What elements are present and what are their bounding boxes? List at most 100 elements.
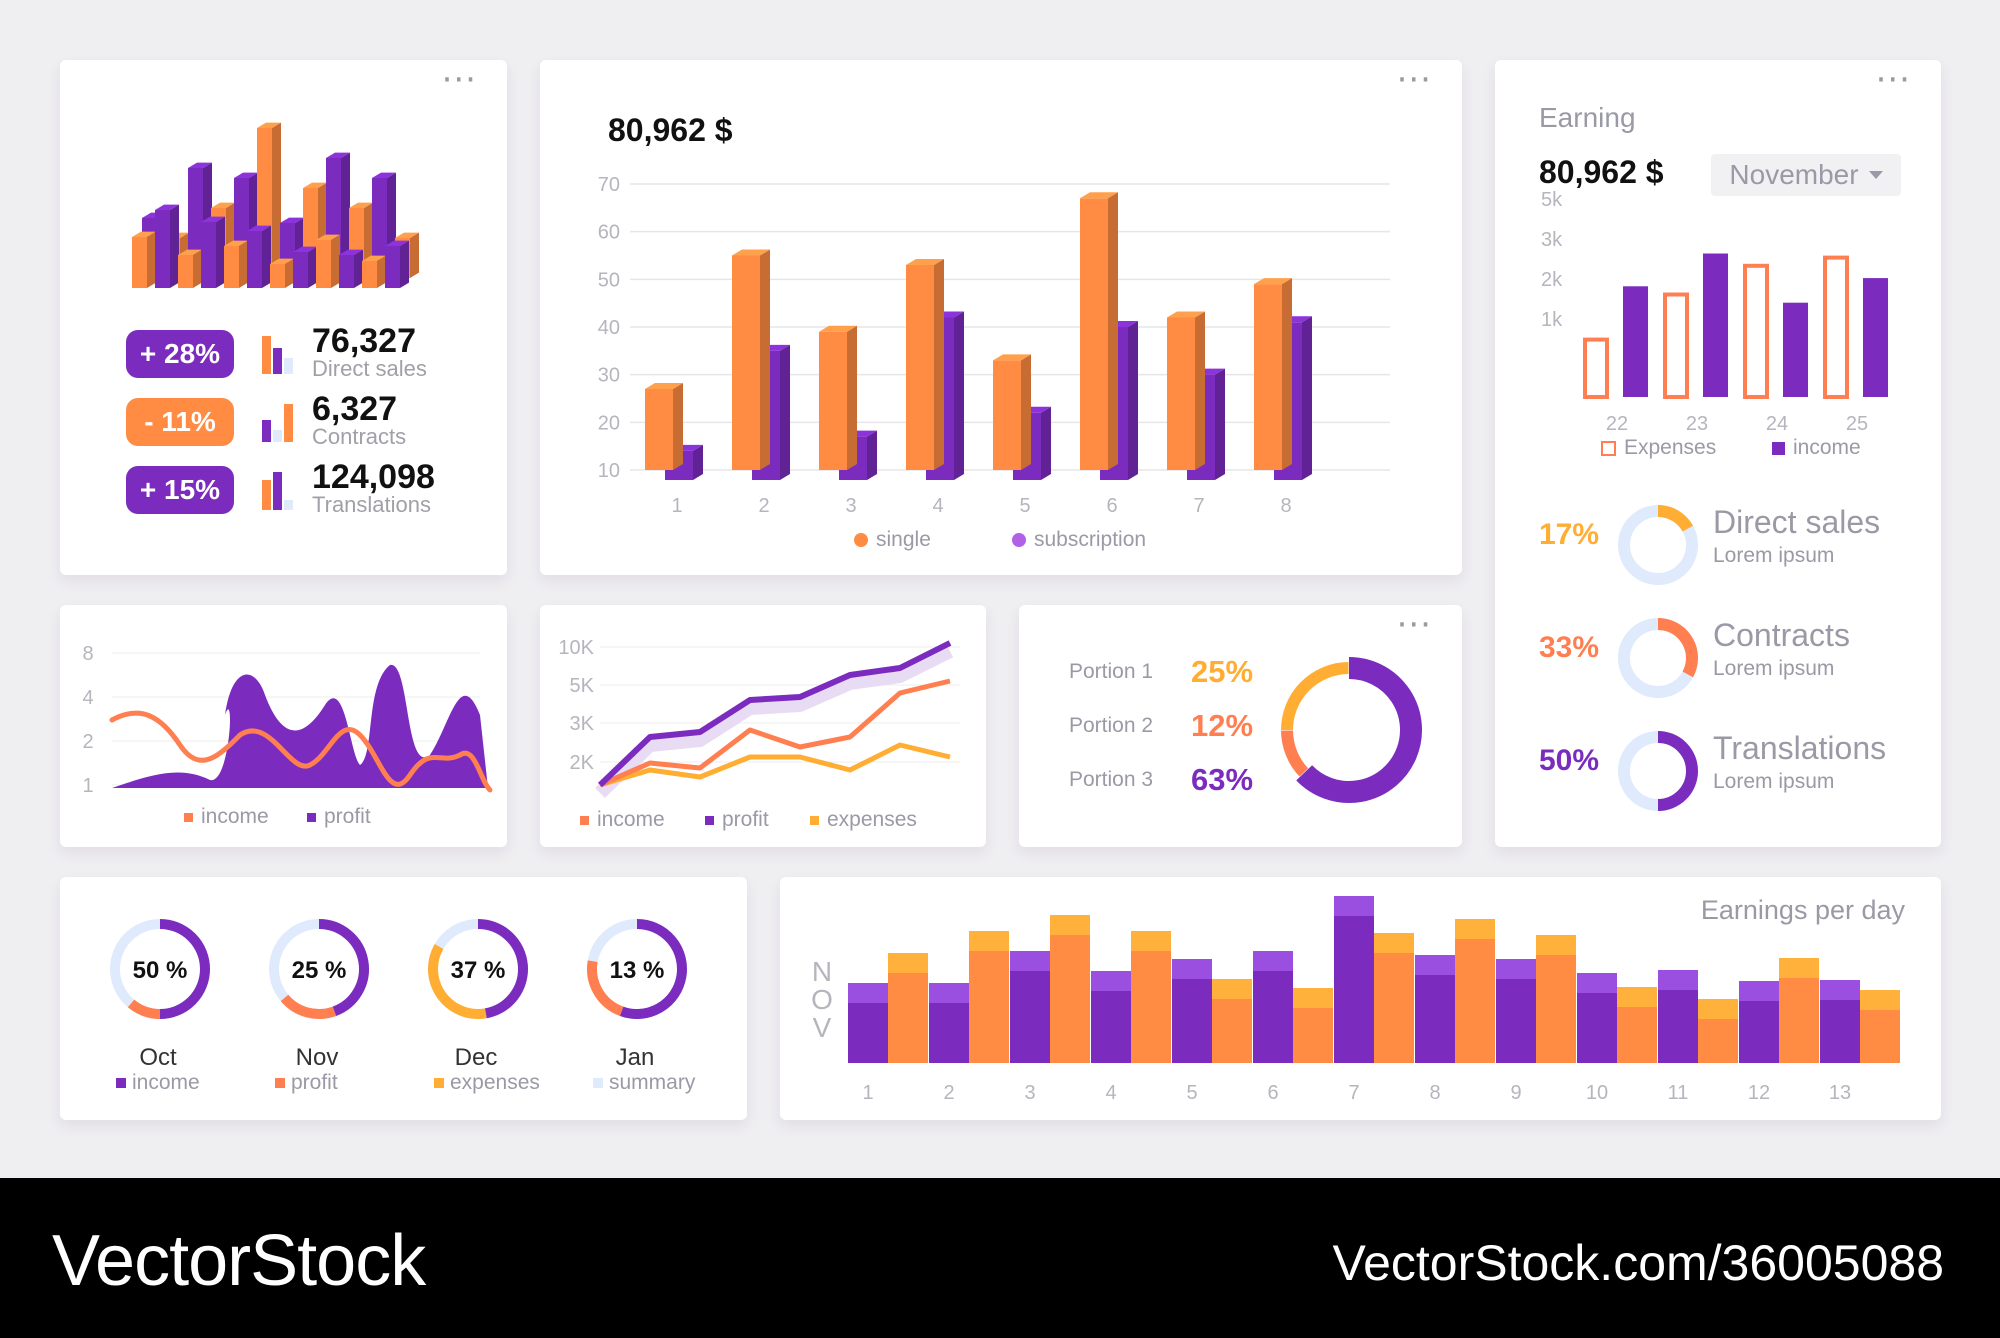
bar-income (1863, 278, 1888, 397)
bar-orange (1536, 955, 1576, 1063)
x-tick-label: 2 (758, 495, 769, 517)
x-tick-label: 13 (1829, 1082, 1851, 1104)
ring-percent: 50 % (133, 957, 188, 984)
bar-top (257, 122, 281, 128)
stat-value: 124,098 (312, 458, 435, 496)
ring-subtitle: Lorem ipsum (1713, 770, 1835, 793)
ring-primary (318, 919, 369, 1016)
mini-bar (284, 404, 293, 442)
bar-top (993, 354, 1031, 361)
month-label: Oct (139, 1044, 177, 1071)
line-chart: 2K 3K 5K 10K (558, 637, 960, 799)
legend-square (1772, 441, 1785, 455)
bar-front (993, 360, 1021, 470)
bar-purple (1415, 975, 1455, 1063)
mini-bar (273, 348, 282, 374)
y-tick-label: 50 (598, 269, 620, 291)
bar-front (906, 265, 934, 470)
ring-value (1657, 505, 1694, 532)
portion-percent: 63% (1191, 762, 1253, 797)
bar-single (993, 354, 1031, 470)
bar-top (339, 249, 363, 255)
x-tick-label: 1 (671, 495, 682, 517)
bar-purple (1658, 990, 1698, 1063)
bar-top (224, 240, 248, 246)
bar-single (1254, 278, 1292, 470)
legend-square (593, 1078, 603, 1088)
bar-front (372, 178, 387, 278)
ring-percent: 33% (1539, 631, 1600, 664)
bar-side (193, 249, 202, 288)
donut-segment (1281, 662, 1349, 731)
bar-income (1623, 286, 1648, 397)
bar-orange (1617, 1007, 1657, 1063)
y-tick-label: 4 (82, 687, 93, 709)
bar-front (385, 246, 400, 288)
bar-orange (1212, 999, 1252, 1063)
iso-bar (201, 216, 225, 288)
bar-orange (1860, 1010, 1900, 1063)
x-tick-label: 25 (1846, 413, 1868, 435)
area-chart-card: 1 2 4 8 income profit (60, 605, 507, 847)
area-chart: 1 2 4 8 (82, 643, 493, 797)
area-profit (112, 664, 488, 788)
bar-orange-cap (1455, 919, 1495, 939)
y-tick-label: 10K (558, 637, 594, 659)
legend-label: income (201, 805, 269, 828)
bar-side (867, 430, 877, 480)
iso-bar (316, 234, 340, 288)
line-income (598, 678, 951, 788)
x-tick-label: 23 (1686, 413, 1708, 435)
ring-percent: 25 % (292, 957, 347, 984)
bar-expenses (1663, 292, 1689, 399)
x-tick-label: 6 (1106, 495, 1117, 517)
legend-square (116, 1078, 126, 1088)
bar-orange (1050, 935, 1090, 1063)
mini-bar-icon (262, 472, 293, 510)
y-tick-label: 5k (1541, 189, 1563, 211)
main-bar-total: 80,962 $ (608, 112, 733, 148)
isometric-bars-illustration (132, 122, 419, 288)
y-tick-label: 2k (1541, 269, 1563, 291)
chevron-down-icon (1868, 171, 1883, 179)
y-tick-label: 8 (82, 643, 93, 665)
bar-purple-cap (1091, 971, 1131, 991)
mini-bar (284, 358, 293, 374)
y-tick-label: 40 (598, 317, 620, 339)
portion-percent: 12% (1191, 708, 1253, 743)
earnings-per-day-title: Earnings per day (1700, 895, 1905, 925)
month-dropdown[interactable]: November (1711, 154, 1901, 196)
earning-total: 80,962 $ (1539, 154, 1664, 190)
stat-badge: + 28% (126, 330, 234, 378)
bar-side (1041, 406, 1051, 480)
legend-label: subscription (1034, 528, 1147, 551)
x-tick-label: 24 (1766, 413, 1788, 435)
bar-purple-cap (1334, 896, 1374, 916)
x-tick-label: 4 (932, 495, 943, 517)
bar-side (341, 152, 350, 278)
bar-purple-cap (1172, 959, 1212, 979)
bar-orange (1698, 1019, 1738, 1063)
bar-front (293, 252, 308, 288)
bar-single (1167, 311, 1205, 470)
y-tick-label: 3K (570, 713, 595, 735)
bar-side (1215, 368, 1225, 480)
y-tick-label: 1 (82, 775, 93, 797)
ring-secondary (280, 994, 337, 1019)
bar-side (1128, 321, 1138, 480)
y-tick-label: 30 (598, 365, 620, 387)
ring-value (1657, 731, 1698, 811)
bar-purple (1496, 979, 1536, 1063)
bar-top (645, 382, 683, 389)
bar-top (293, 246, 317, 252)
bar-front (155, 210, 170, 288)
earning-card: ··· Earning 80,962 $ November 1k 2k 3k 5k 22… (1495, 60, 1941, 847)
bar-side (954, 311, 964, 480)
month-vertical-letter: N (812, 956, 832, 987)
iso-bar (270, 258, 294, 288)
bar-side (847, 325, 857, 470)
stat-badge: - 11% (126, 398, 234, 446)
bar-side (410, 232, 419, 278)
mini-bar-icon (262, 404, 293, 442)
legend-square (1601, 440, 1616, 456)
